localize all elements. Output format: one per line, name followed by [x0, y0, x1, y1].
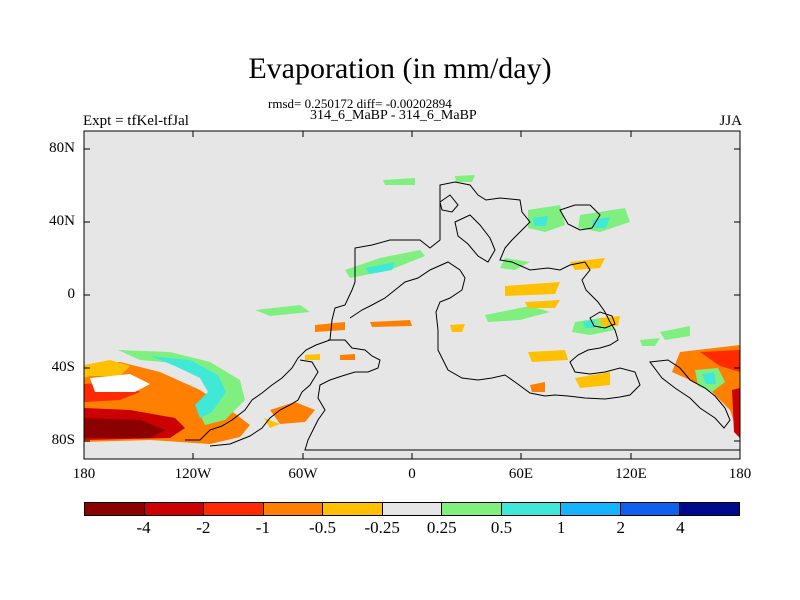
anomaly-patch	[732, 388, 740, 438]
continent-outline	[559, 204, 601, 231]
anomaly-patch	[270, 402, 315, 424]
anomaly-patch	[90, 374, 150, 392]
anomaly-patch	[305, 354, 320, 360]
colorbar-swatch	[501, 503, 562, 515]
anomaly-patch	[150, 356, 226, 418]
anomaly-patch	[383, 178, 415, 185]
anomaly-patch	[340, 354, 355, 360]
axis-ticks	[84, 131, 740, 459]
continent-outline	[304, 339, 740, 451]
colorbar-swatch	[442, 503, 502, 515]
colorbar-swatch	[204, 503, 264, 515]
continent-outline	[589, 311, 616, 329]
continent-outline	[209, 359, 319, 447]
continent-outline	[649, 359, 731, 429]
anomaly-patch	[700, 350, 740, 372]
anomaly-patch	[255, 305, 310, 316]
stats-label: rmsd= 0.250172 diff= -0.00202894	[268, 96, 452, 111]
colorbar-swatch	[263, 503, 324, 515]
colorbar-swatch	[620, 503, 681, 515]
lon-label-180w: 180	[72, 466, 96, 482]
anomaly-patch	[84, 418, 165, 438]
anomaly-patch	[365, 262, 395, 274]
anomaly-patch	[485, 306, 550, 322]
colorbar-swatch	[323, 503, 383, 515]
anomaly-patch	[455, 175, 475, 182]
anomaly-contours	[84, 175, 740, 444]
colorbar-swatch	[382, 503, 443, 515]
anomaly-patch	[640, 338, 660, 346]
colorbar-swatch	[561, 503, 621, 515]
anomaly-patch	[505, 282, 560, 296]
anomaly-patch	[672, 345, 740, 440]
lon-label-0: 0	[408, 466, 416, 482]
anomaly-patch	[528, 350, 568, 362]
anomaly-patch	[370, 320, 412, 327]
anomaly-patch	[530, 382, 545, 392]
lat-label-80s: 80S	[51, 432, 75, 448]
colorbar-label: 0.5	[490, 518, 513, 537]
lon-label-120w: 120W	[174, 466, 212, 482]
lat-label-80n: 80N	[49, 140, 75, 156]
anomaly-patch	[660, 326, 690, 340]
lat-label-40s: 40S	[51, 359, 75, 375]
anomaly-patch	[570, 258, 605, 270]
lon-label-180e: 180	[728, 466, 752, 482]
land-outline	[185, 181, 740, 451]
anomaly-patch	[702, 372, 716, 384]
anomaly-patch	[450, 324, 465, 332]
colorbar-label: -1	[255, 518, 270, 537]
colorbar-label: 4	[676, 518, 685, 537]
anomaly-patch	[84, 360, 130, 378]
colorbar-label: 2	[616, 518, 625, 537]
lon-label-60e: 60E	[508, 466, 534, 482]
lon-label-60w: 60W	[288, 466, 318, 482]
colorbar	[84, 502, 740, 516]
colorbar-swatch	[144, 503, 205, 515]
continent-outline	[185, 181, 641, 441]
colorbar-label: -0.25	[364, 518, 400, 537]
figure-title: Evaporation (in mm/day)	[248, 52, 552, 85]
season-label: JJA	[719, 113, 742, 129]
colorbar-label: -4	[136, 518, 151, 537]
anomaly-patch	[315, 322, 345, 332]
colorbar-label: 1	[556, 518, 566, 537]
center-subtitle: 314_6_MaBP - 314_6_MaBP	[310, 108, 477, 123]
anomaly-patch	[575, 372, 610, 388]
colorbar-swatch	[680, 503, 740, 515]
experiment-label: Expt = tfKel-tfJal	[83, 113, 189, 129]
continent-outline	[454, 214, 496, 263]
colorbar-label: -2	[196, 518, 211, 537]
anomaly-patch	[525, 300, 560, 308]
anomaly-patch	[533, 216, 548, 226]
lon-label-120e: 120E	[615, 466, 647, 482]
colorbar-swatch	[85, 503, 145, 515]
colorbar-label: -0.5	[309, 518, 336, 537]
continent-outline	[439, 194, 459, 213]
lat-label-0: 0	[67, 286, 76, 302]
colorbar-label: 0.25	[426, 518, 457, 537]
lat-label-40n: 40N	[49, 213, 75, 229]
